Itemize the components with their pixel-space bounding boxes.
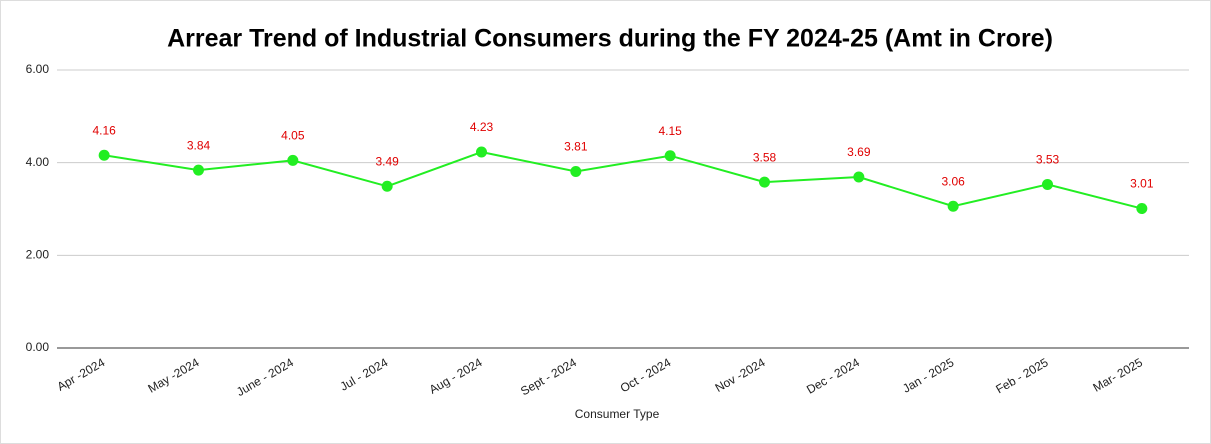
marker xyxy=(570,165,582,177)
marker xyxy=(759,176,770,188)
y-tick-label: 2.00 xyxy=(26,248,50,262)
marker xyxy=(98,149,110,161)
line xyxy=(104,150,1143,210)
x-axis-label: Consumer Type xyxy=(575,407,660,421)
data-label: 3.58 xyxy=(753,150,777,164)
data-label: 4.23 xyxy=(470,120,494,134)
data-label: 3.06 xyxy=(941,174,965,188)
chart-title: Arrear Trend of Industrial Consumers dur… xyxy=(167,25,1053,53)
marker xyxy=(381,180,393,192)
y-tick-label: 4.00 xyxy=(26,155,50,169)
data-label: 3.53 xyxy=(1036,153,1060,167)
marker xyxy=(287,154,299,166)
data-label: 4.05 xyxy=(281,129,305,143)
y-tick-label: 6.00 xyxy=(26,62,50,76)
marker xyxy=(947,200,959,212)
marker xyxy=(853,171,865,183)
data-label: 3.49 xyxy=(375,154,399,168)
marker xyxy=(664,150,676,162)
marker xyxy=(193,164,204,176)
data-label: 3.69 xyxy=(847,145,871,159)
y-tick-label: 0.00 xyxy=(26,340,50,354)
data-label: 4.15 xyxy=(658,124,682,138)
data-label: 4.16 xyxy=(92,123,116,137)
data-label: 3.81 xyxy=(564,140,588,154)
marker xyxy=(1136,203,1148,215)
marker xyxy=(1042,178,1053,190)
marker xyxy=(476,146,487,158)
data-label: 3.01 xyxy=(1130,177,1154,191)
data-label: 3.84 xyxy=(187,138,211,152)
